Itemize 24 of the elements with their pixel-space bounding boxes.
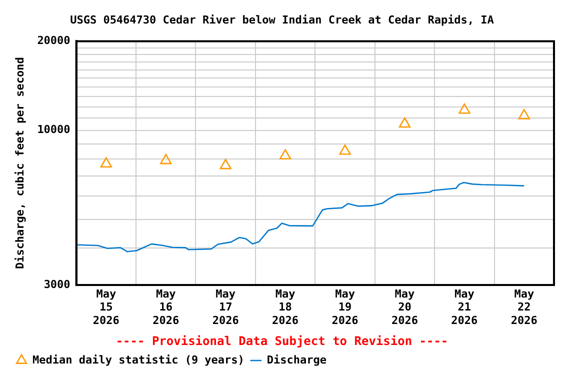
point: [220, 158, 232, 170]
x-tick-label: May 21 2026: [451, 287, 478, 327]
x-tick-label: May 17 2026: [212, 287, 240, 327]
point: [458, 103, 470, 114]
y-tick-label: 20000: [37, 34, 70, 48]
point: [279, 149, 292, 160]
x-tick-label: May 22 2026: [510, 287, 538, 327]
point: [398, 117, 411, 128]
x-tick-label: May 16 2026: [152, 287, 180, 327]
point: [100, 157, 112, 168]
x-tick-label: May 20 2026: [391, 287, 418, 327]
legend-label: Discharge: [266, 353, 327, 366]
y-axis-title: Discharge, cubic feet per second: [13, 57, 26, 270]
x-tick-label: May 19 2026: [332, 287, 359, 327]
x-tick-label: May 18 2026: [272, 287, 299, 327]
y-tick-label: 10000: [37, 123, 70, 136]
text: ---- Provisional Data Subject to Revision ----: [116, 334, 448, 348]
x-tick-label: May 15 2026: [92, 287, 120, 327]
chart-title: USGS 05464730 Cedar River below Indian Creek at Cedar Rapids, IA: [70, 13, 494, 26]
point: [160, 154, 172, 164]
point: [518, 109, 530, 120]
point: [339, 144, 351, 155]
legend-label: Median daily statistic (9 years): [32, 353, 244, 366]
y-tick-label: 3000: [44, 278, 70, 291]
